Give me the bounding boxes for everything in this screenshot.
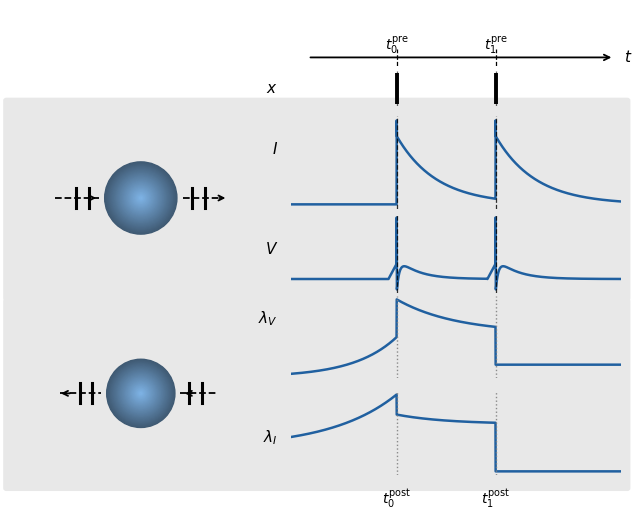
- Text: $t_1^{\rm pre}$: $t_1^{\rm pre}$: [484, 34, 508, 55]
- Circle shape: [128, 381, 154, 406]
- Circle shape: [116, 369, 166, 418]
- Circle shape: [125, 182, 157, 214]
- Text: $V$: $V$: [265, 241, 278, 258]
- Text: $x$: $x$: [266, 81, 278, 96]
- Circle shape: [121, 374, 161, 413]
- Circle shape: [106, 164, 175, 232]
- Circle shape: [115, 367, 167, 420]
- Circle shape: [126, 184, 156, 212]
- Circle shape: [134, 192, 147, 204]
- Circle shape: [124, 376, 158, 410]
- Circle shape: [127, 184, 154, 212]
- Circle shape: [113, 365, 169, 421]
- Circle shape: [138, 390, 144, 397]
- Circle shape: [109, 362, 172, 425]
- Circle shape: [139, 392, 143, 395]
- Circle shape: [113, 170, 169, 226]
- Circle shape: [120, 177, 161, 219]
- Circle shape: [134, 386, 148, 400]
- Text: $\lambda_V$: $\lambda_V$: [259, 309, 278, 328]
- Circle shape: [120, 372, 162, 414]
- Circle shape: [128, 185, 154, 211]
- Circle shape: [136, 389, 145, 398]
- Circle shape: [130, 187, 152, 209]
- Circle shape: [129, 186, 152, 210]
- Circle shape: [140, 197, 141, 199]
- Circle shape: [113, 366, 168, 421]
- Circle shape: [131, 383, 151, 403]
- Circle shape: [137, 194, 145, 202]
- Circle shape: [126, 379, 156, 408]
- Circle shape: [136, 193, 146, 203]
- Circle shape: [115, 173, 166, 223]
- Circle shape: [135, 388, 147, 399]
- Circle shape: [118, 371, 163, 416]
- Text: $\lambda_I$: $\lambda_I$: [264, 428, 278, 447]
- Circle shape: [106, 163, 176, 233]
- Circle shape: [107, 359, 175, 428]
- Circle shape: [123, 180, 159, 216]
- Circle shape: [121, 178, 161, 218]
- Circle shape: [115, 368, 166, 419]
- Circle shape: [138, 391, 143, 396]
- Circle shape: [118, 370, 164, 417]
- Circle shape: [130, 382, 152, 404]
- Circle shape: [134, 191, 148, 205]
- Circle shape: [119, 176, 163, 220]
- Circle shape: [105, 162, 177, 234]
- Circle shape: [110, 167, 172, 229]
- Circle shape: [133, 385, 148, 401]
- Circle shape: [117, 370, 164, 417]
- Circle shape: [125, 378, 156, 409]
- Circle shape: [114, 171, 168, 225]
- Circle shape: [139, 196, 143, 200]
- Circle shape: [118, 175, 163, 221]
- Circle shape: [122, 374, 159, 412]
- Circle shape: [129, 381, 153, 406]
- Circle shape: [123, 375, 159, 411]
- Circle shape: [108, 361, 173, 426]
- Circle shape: [112, 364, 170, 422]
- Text: $I$: $I$: [272, 140, 278, 156]
- Circle shape: [110, 363, 172, 424]
- Circle shape: [111, 168, 171, 228]
- Text: $t$: $t$: [624, 50, 632, 65]
- Circle shape: [127, 380, 154, 407]
- Circle shape: [131, 188, 151, 208]
- Circle shape: [122, 179, 160, 217]
- Circle shape: [136, 193, 145, 203]
- Circle shape: [125, 183, 156, 213]
- Circle shape: [115, 172, 167, 224]
- Text: $t_0^{\rm post}$: $t_0^{\rm post}$: [382, 487, 412, 510]
- Circle shape: [132, 385, 149, 402]
- Circle shape: [138, 195, 143, 201]
- Circle shape: [131, 384, 150, 403]
- Circle shape: [117, 175, 164, 221]
- Circle shape: [111, 363, 171, 423]
- Circle shape: [132, 189, 150, 207]
- Circle shape: [108, 360, 174, 427]
- Circle shape: [109, 166, 172, 230]
- Text: $t_0^{\rm pre}$: $t_0^{\rm pre}$: [385, 34, 409, 55]
- Circle shape: [125, 377, 157, 410]
- Circle shape: [112, 169, 170, 227]
- Circle shape: [136, 388, 146, 399]
- Circle shape: [108, 165, 174, 231]
- Text: $t_1^{\rm post}$: $t_1^{\rm post}$: [481, 487, 510, 510]
- Circle shape: [140, 392, 141, 394]
- Circle shape: [124, 181, 158, 215]
- Circle shape: [132, 190, 149, 206]
- Circle shape: [108, 165, 173, 231]
- Circle shape: [116, 174, 165, 222]
- Circle shape: [120, 373, 161, 414]
